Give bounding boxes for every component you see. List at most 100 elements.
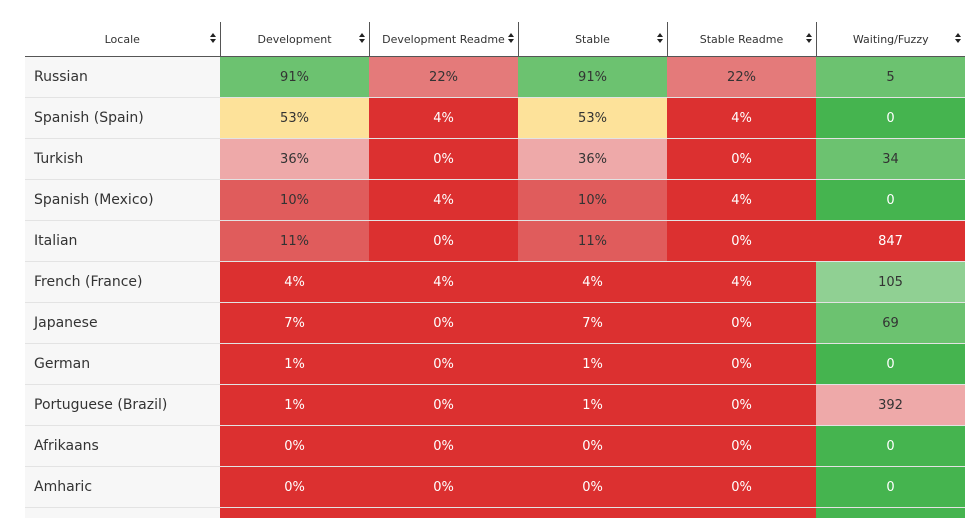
table-row-partial	[25, 507, 965, 518]
value-cell: 0%	[667, 466, 816, 508]
value-cell: 0%	[518, 466, 667, 508]
locale-cell: Afrikaans	[25, 425, 220, 467]
translation-status-table-container: Locale Development Development Readme St…	[25, 22, 965, 518]
value-cell: 0	[816, 343, 965, 385]
sort-icon[interactable]	[507, 33, 514, 45]
table-row: Spanish (Mexico) 10% 4% 10% 4% 0	[25, 179, 965, 221]
table-header: Locale Development Development Readme St…	[25, 22, 965, 57]
table-row: Afrikaans 0% 0% 0% 0% 0	[25, 425, 965, 467]
column-header-stable[interactable]: Stable	[517, 22, 667, 57]
column-header-label: Stable Readme	[699, 32, 784, 46]
value-cell: 847	[816, 220, 965, 262]
value-cell: 0%	[369, 466, 518, 508]
value-cell	[220, 507, 369, 518]
table-row: Portuguese (Brazil) 1% 0% 1% 0% 392	[25, 384, 965, 426]
value-cell	[518, 507, 667, 518]
sort-icon[interactable]	[955, 33, 961, 45]
value-cell: 0%	[667, 138, 816, 180]
value-cell: 0%	[667, 220, 816, 262]
value-cell: 4%	[369, 97, 518, 139]
column-header-label: Stable	[575, 32, 610, 46]
sort-icon[interactable]	[209, 33, 216, 45]
locale-cell: German	[25, 343, 220, 385]
value-cell: 53%	[220, 97, 369, 139]
value-cell: 22%	[369, 56, 518, 98]
value-cell: 0	[816, 425, 965, 467]
value-cell: 53%	[518, 97, 667, 139]
table-row: Italian 11% 0% 11% 0% 847	[25, 220, 965, 262]
value-cell: 7%	[518, 302, 667, 344]
value-cell: 22%	[667, 56, 816, 98]
table-row: Turkish 36% 0% 36% 0% 34	[25, 138, 965, 180]
value-cell: 0%	[667, 302, 816, 344]
table-row: German 1% 0% 1% 0% 0	[25, 343, 965, 385]
value-cell: 11%	[220, 220, 369, 262]
value-cell: 0	[816, 179, 965, 221]
value-cell: 1%	[220, 343, 369, 385]
locale-cell: Italian	[25, 220, 220, 262]
value-cell: 1%	[518, 384, 667, 426]
value-cell: 0	[816, 97, 965, 139]
column-header-locale[interactable]: Locale	[25, 22, 220, 57]
value-cell: 4%	[369, 261, 518, 303]
value-cell: 4%	[518, 261, 667, 303]
column-header-label: Waiting/Fuzzy	[852, 32, 929, 46]
column-header-development-readme[interactable]: Development Readme	[368, 22, 518, 57]
column-header-development[interactable]: Development	[219, 22, 369, 57]
header-row: Locale Development Development Readme St…	[25, 22, 965, 57]
value-cell: 4%	[667, 179, 816, 221]
value-cell: 5	[816, 56, 965, 98]
sort-icon[interactable]	[358, 33, 365, 45]
locale-cell: Spanish (Spain)	[25, 97, 220, 139]
table-row: Spanish (Spain) 53% 4% 53% 4% 0	[25, 97, 965, 139]
locale-cell: French (France)	[25, 261, 220, 303]
value-cell: 0%	[220, 466, 369, 508]
locale-cell: Spanish (Mexico)	[25, 179, 220, 221]
column-header-label: Development	[257, 32, 332, 46]
table-row: Amharic 0% 0% 0% 0% 0	[25, 466, 965, 508]
value-cell: 105	[816, 261, 965, 303]
value-cell	[816, 507, 965, 518]
value-cell: 0%	[369, 220, 518, 262]
value-cell: 4%	[667, 97, 816, 139]
value-cell: 1%	[518, 343, 667, 385]
value-cell: 0%	[369, 302, 518, 344]
translation-status-table: Locale Development Development Readme St…	[25, 22, 965, 518]
value-cell	[369, 507, 518, 518]
locale-cell: Russian	[25, 56, 220, 98]
column-header-stable-readme[interactable]: Stable Readme	[666, 22, 816, 57]
value-cell: 392	[816, 384, 965, 426]
value-cell: 10%	[518, 179, 667, 221]
value-cell: 10%	[220, 179, 369, 221]
value-cell: 0%	[667, 343, 816, 385]
column-header-waiting-fuzzy[interactable]: Waiting/Fuzzy	[815, 22, 965, 57]
value-cell: 4%	[369, 179, 518, 221]
value-cell: 7%	[220, 302, 369, 344]
value-cell: 0%	[369, 138, 518, 180]
value-cell: 4%	[220, 261, 369, 303]
value-cell: 0	[816, 466, 965, 508]
locale-cell: Japanese	[25, 302, 220, 344]
value-cell: 36%	[220, 138, 369, 180]
locale-cell: Amharic	[25, 466, 220, 508]
table-row: French (France) 4% 4% 4% 4% 105	[25, 261, 965, 303]
value-cell: 91%	[220, 56, 369, 98]
column-header-label: Locale	[104, 32, 140, 46]
value-cell: 0%	[220, 425, 369, 467]
table-row: Russian 91% 22% 91% 22% 5	[25, 56, 965, 98]
value-cell: 0%	[667, 384, 816, 426]
value-cell: 1%	[220, 384, 369, 426]
value-cell: 4%	[667, 261, 816, 303]
value-cell: 0%	[369, 425, 518, 467]
value-cell: 34	[816, 138, 965, 180]
value-cell: 69	[816, 302, 965, 344]
locale-cell	[25, 507, 220, 518]
value-cell: 0%	[518, 425, 667, 467]
value-cell: 0%	[369, 343, 518, 385]
sort-icon[interactable]	[805, 33, 812, 45]
table-body: Russian 91% 22% 91% 22% 5 Spanish (Spain) 53% 4%…	[25, 56, 965, 518]
sort-icon[interactable]	[656, 33, 663, 45]
locale-cell: Portuguese (Brazil)	[25, 384, 220, 426]
value-cell: 11%	[518, 220, 667, 262]
value-cell: 0%	[667, 425, 816, 467]
